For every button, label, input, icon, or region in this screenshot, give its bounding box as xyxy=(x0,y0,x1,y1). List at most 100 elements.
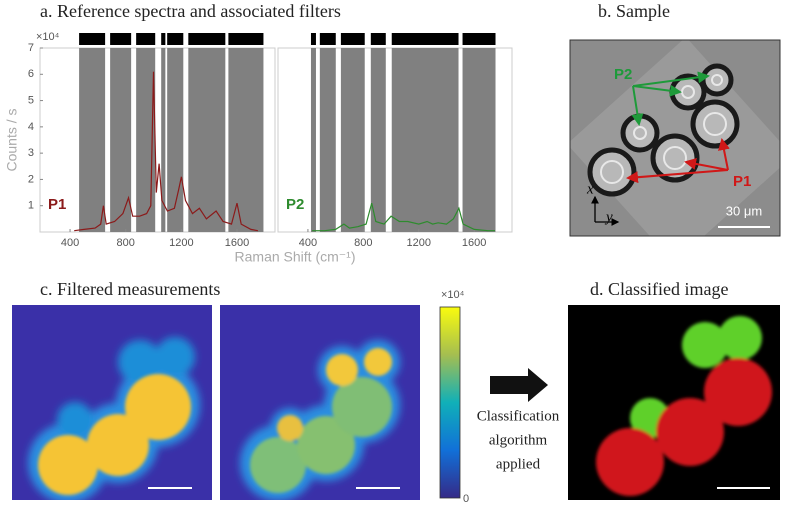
filter-bar xyxy=(188,33,226,45)
p2-label: P2 xyxy=(614,66,632,83)
arrow-text-line: applied xyxy=(496,456,541,472)
panel-title: b. Sample xyxy=(598,1,670,21)
arrow xyxy=(632,71,710,87)
y-axis-label: Counts / s xyxy=(4,108,20,171)
arrow-text-line: algorithm xyxy=(489,432,548,448)
colorbar xyxy=(439,306,461,499)
filter-bar xyxy=(462,33,496,45)
cell-blob xyxy=(326,354,358,386)
filter-band xyxy=(110,48,132,232)
classes xyxy=(596,316,772,496)
filter-band xyxy=(340,48,365,232)
colorbar-min: 0 xyxy=(463,493,469,505)
axis-x-label: x xyxy=(586,181,594,197)
filtered-image-1 xyxy=(12,305,212,500)
filter-band xyxy=(79,48,106,232)
image-frame xyxy=(569,39,781,237)
p1-region xyxy=(656,398,724,466)
filter-band xyxy=(136,48,156,232)
p2-arrows xyxy=(631,71,710,126)
filter-bar xyxy=(310,33,316,45)
arrow-text-line: Classification xyxy=(477,408,560,424)
classified-image xyxy=(568,305,780,500)
arrow-text: Classification algorithm applied xyxy=(477,408,560,472)
y-tick-label: 4 xyxy=(28,121,34,133)
filter-bar xyxy=(370,33,386,45)
x-tick-label: 1600 xyxy=(225,237,249,249)
filter-bar xyxy=(79,33,106,45)
y-tick-label: 2 xyxy=(28,173,34,185)
p1-region xyxy=(704,358,772,426)
nucleus xyxy=(633,126,647,140)
cell-blob xyxy=(125,374,191,440)
y-scale-label: ×10⁴ xyxy=(36,31,60,43)
cell xyxy=(690,99,740,149)
y-tick-label: 1 xyxy=(28,200,34,212)
cell-blob xyxy=(277,415,303,441)
x-axis-label: Raman Shift (cm⁻¹) xyxy=(235,249,356,265)
p2-region xyxy=(718,316,762,360)
spectrum-line xyxy=(312,202,495,232)
filter-bar xyxy=(110,33,132,45)
cells xyxy=(38,374,191,495)
series-label: P2 xyxy=(286,196,304,213)
x-tick-label: 800 xyxy=(354,237,372,249)
sample-image xyxy=(570,40,780,236)
cell-blob xyxy=(38,435,98,495)
filter-band xyxy=(228,48,264,232)
halo-blob xyxy=(118,340,162,384)
filter-bar xyxy=(136,33,156,45)
axes-arrows xyxy=(591,195,620,226)
p1-region xyxy=(596,428,664,496)
cell xyxy=(587,147,637,197)
spectrum-line xyxy=(74,71,259,232)
halo-blob xyxy=(155,337,195,377)
scale-label: 30 μm xyxy=(726,203,762,218)
spectra-plots: 400 800 1200 1600 1 2 3 4 5 6 7 P1 400 800 1200 1600 P2 xyxy=(28,33,513,249)
p1-arrows xyxy=(626,138,730,184)
filter-bar xyxy=(167,33,184,45)
x-tick-label: 1200 xyxy=(169,237,193,249)
cells xyxy=(250,348,392,493)
filter-bar xyxy=(391,33,459,45)
axis-y-label: y xyxy=(604,209,613,225)
filter-band xyxy=(391,48,459,232)
cell xyxy=(700,63,734,97)
cell-blob xyxy=(250,437,306,493)
filter-band xyxy=(188,48,226,232)
cell-blob xyxy=(332,377,392,437)
cells xyxy=(587,63,740,197)
x-tick-label: 1600 xyxy=(462,237,486,249)
filter-band xyxy=(310,48,316,232)
arrow xyxy=(632,84,682,97)
panel-title: d. Classified image xyxy=(590,279,728,299)
filter-bar xyxy=(161,33,166,45)
nucleus xyxy=(703,112,727,136)
x-tick-label: 1200 xyxy=(407,237,431,249)
nucleus xyxy=(711,74,723,86)
p1-label: P1 xyxy=(733,173,751,190)
halo-blob xyxy=(57,402,93,438)
filter-bar xyxy=(228,33,264,45)
arrow xyxy=(684,157,729,171)
series-label: P1 xyxy=(48,196,66,213)
panel-title: a. Reference spectra and associated filt… xyxy=(40,1,341,21)
x-tick-label: 400 xyxy=(299,237,317,249)
y-tick-label: 6 xyxy=(28,68,34,80)
cell-blob xyxy=(297,416,355,474)
filter-band xyxy=(319,48,336,232)
nucleus xyxy=(600,160,624,184)
filter-band xyxy=(161,48,166,232)
filter-band xyxy=(462,48,496,232)
filtered-image-2 xyxy=(220,305,420,500)
cell xyxy=(620,113,660,153)
y-tick-label: 3 xyxy=(28,147,34,159)
filter-band xyxy=(370,48,386,232)
y-tick-label: 5 xyxy=(28,94,34,106)
x-tick-label: 800 xyxy=(117,237,135,249)
arrow xyxy=(631,85,644,126)
arrow xyxy=(718,138,730,171)
arrow xyxy=(626,169,729,184)
